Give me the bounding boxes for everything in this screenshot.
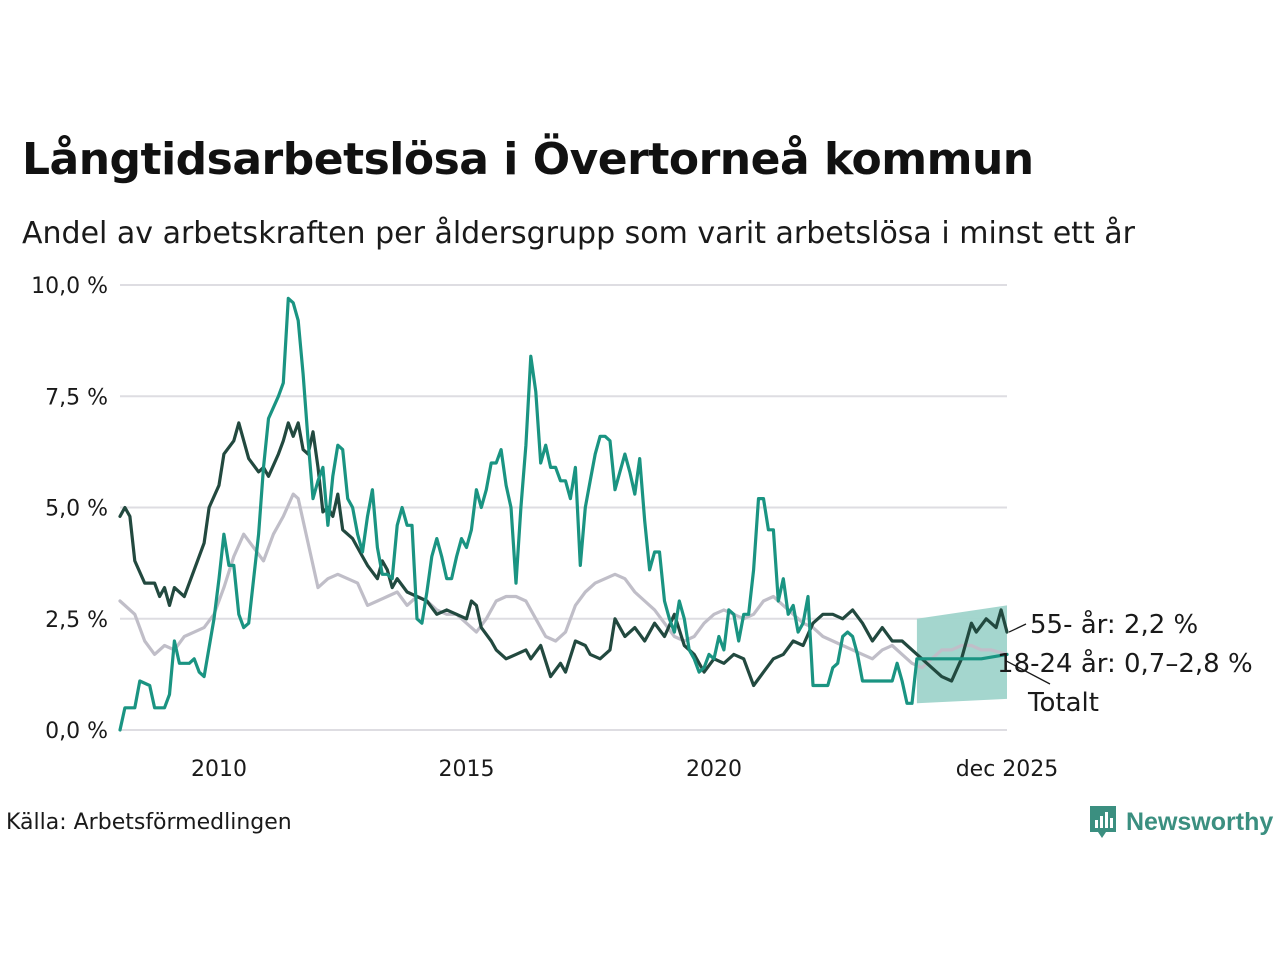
chart-title: Långtidsarbetslösa i Övertorneå kommun: [22, 134, 1034, 185]
brand-name: Newsworthy: [1126, 807, 1274, 836]
series-label-55: 55- år: 2,2 %: [1030, 609, 1198, 640]
series-label-18-24: 18-24 år: 0,7–2,8 %: [997, 648, 1253, 679]
y-tick-label: 0,0 %: [45, 719, 108, 744]
chart-subtitle: Andel av arbetskraften per åldersgrupp s…: [22, 216, 1135, 251]
newsworthy-chart-icon: [1090, 806, 1116, 838]
x-tick-label: dec 2025: [956, 757, 1059, 782]
x-tick-label: 2020: [686, 757, 742, 782]
series-line-55: [118, 421, 1009, 688]
y-tick-label: 10,0 %: [31, 274, 108, 299]
y-tick-label: 5,0 %: [45, 497, 108, 522]
y-tick-label: 7,5 %: [45, 385, 108, 410]
leader-line-totalt: [1004, 659, 1051, 685]
y-tick-label: 2,5 %: [45, 608, 108, 633]
newsworthy-logo: Newsworthy: [1088, 804, 1273, 840]
series-line-18-24: [118, 296, 1009, 732]
series-label-totalt: Totalt: [1027, 688, 1099, 718]
source-note: Källa: Arbetsförmedlingen: [6, 810, 292, 835]
x-tick-label: 2015: [438, 757, 494, 782]
series-line-totalt: [118, 492, 1009, 670]
leader-line-55: [1008, 623, 1027, 633]
x-tick-label: 2010: [191, 757, 247, 782]
